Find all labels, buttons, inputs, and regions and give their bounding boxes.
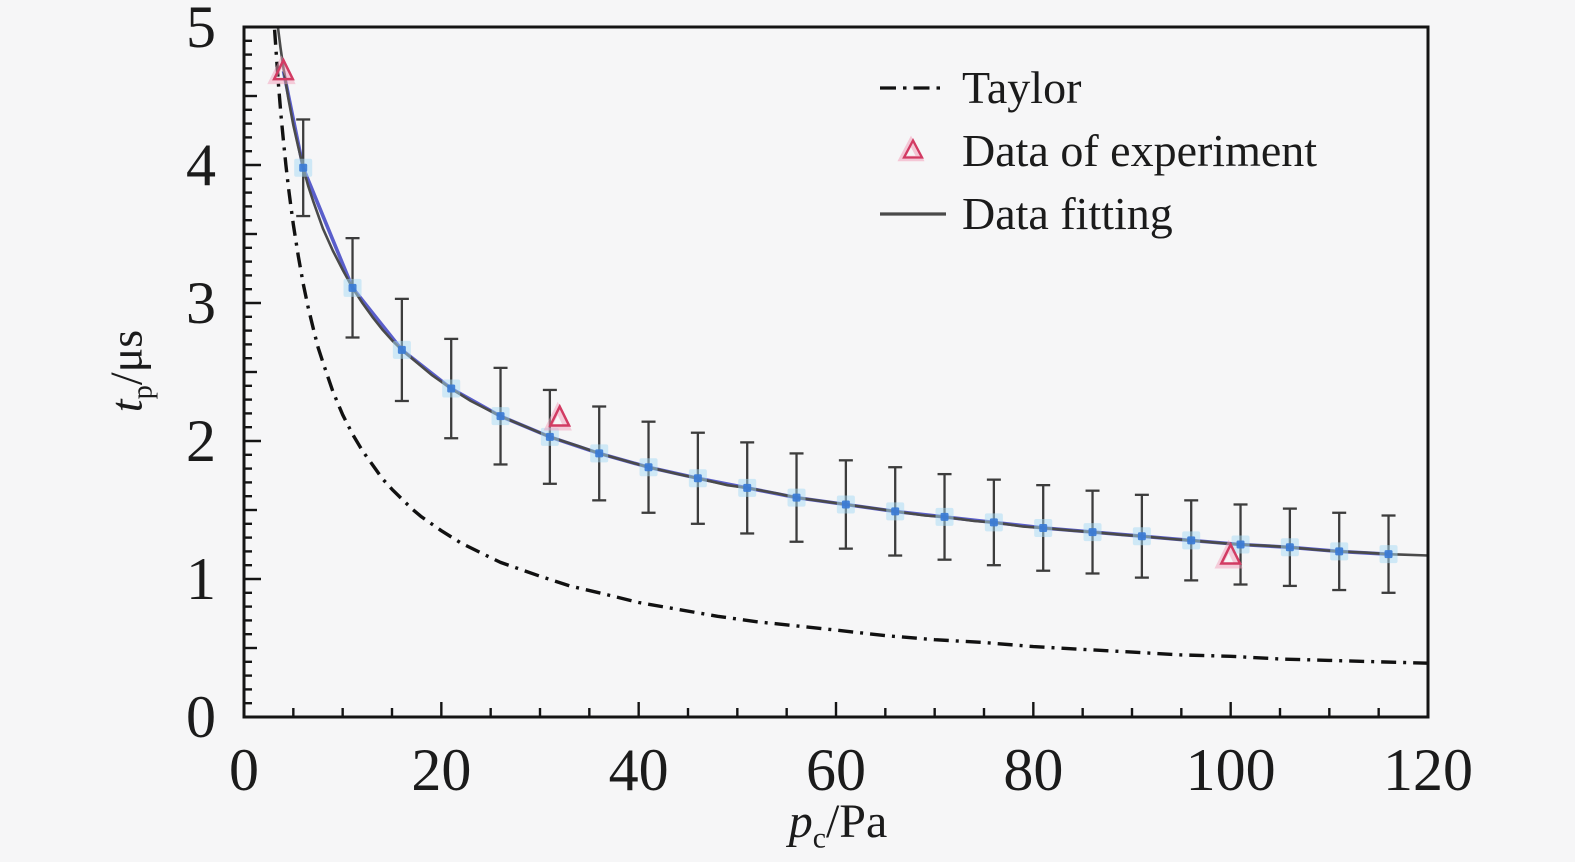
legend-label: Taylor [962, 62, 1082, 113]
y-tick-label: 4 [186, 132, 216, 198]
y-axis-label: tp/μs [100, 329, 159, 413]
data-point [299, 163, 308, 172]
experiment-point [1219, 541, 1243, 565]
data-point [989, 518, 998, 527]
data-point [644, 463, 653, 472]
plot-spines [242, 25, 1430, 719]
y-tick-label: 5 [186, 0, 216, 60]
experiment-point [548, 403, 572, 427]
data-point [1384, 550, 1393, 559]
x-tick-label: 60 [806, 737, 866, 803]
legend-item-fitting: Data fitting [876, 182, 1317, 245]
y-tick-label: 1 [186, 546, 216, 612]
experiment-point [272, 57, 295, 81]
data-point [397, 345, 406, 354]
data-point [1285, 543, 1294, 552]
taylor-curve [272, 29, 1429, 665]
data-point [348, 283, 357, 292]
y-axis-label-unit: /μs [100, 329, 152, 386]
data-point [1137, 532, 1146, 541]
data-point [545, 432, 554, 441]
legend-label: Data of experiment [962, 125, 1318, 176]
triangle-marker-icon [876, 135, 950, 167]
data-point [743, 483, 752, 492]
x-tick-label: 100 [1186, 737, 1276, 803]
x-axis-label-var: p [788, 795, 813, 848]
x-axis-label-sub: c [812, 821, 826, 855]
data-point [940, 512, 949, 521]
x-tick-label: 120 [1383, 737, 1473, 803]
x-tick-label: 0 [229, 737, 259, 803]
y-tick-label: 0 [186, 684, 216, 750]
data-point [693, 474, 702, 483]
y-tick-label: 2 [186, 408, 216, 474]
data-point [1236, 540, 1245, 549]
data-point [1088, 528, 1097, 537]
data-point [1335, 547, 1344, 556]
x-tick-label: 20 [411, 737, 471, 803]
data-point [496, 412, 505, 421]
legend-label: Data fitting [962, 188, 1173, 239]
x-axis-label: pc/Pa [788, 794, 888, 853]
data-point [595, 449, 604, 458]
dashdot-line-icon [876, 83, 950, 93]
data-point [792, 493, 801, 502]
x-tick-label: 80 [1003, 737, 1063, 803]
data-point [1187, 536, 1196, 545]
data-point [1039, 523, 1048, 532]
solid-line-icon [876, 209, 950, 219]
data-point [841, 500, 850, 509]
data-point [891, 507, 900, 516]
y-axis-label-var: t [100, 399, 152, 413]
y-axis-label-sub: p [127, 385, 159, 400]
x-tick-label: 40 [609, 737, 669, 803]
x-axis-label-unit: /Pa [825, 795, 888, 848]
data-point [447, 384, 456, 393]
legend: Taylor Data of experiment Data fitting [876, 56, 1317, 245]
legend-item-experiment: Data of experiment [876, 119, 1317, 182]
legend-item-taylor: Taylor [876, 56, 1317, 119]
y-tick-label: 3 [186, 270, 216, 336]
